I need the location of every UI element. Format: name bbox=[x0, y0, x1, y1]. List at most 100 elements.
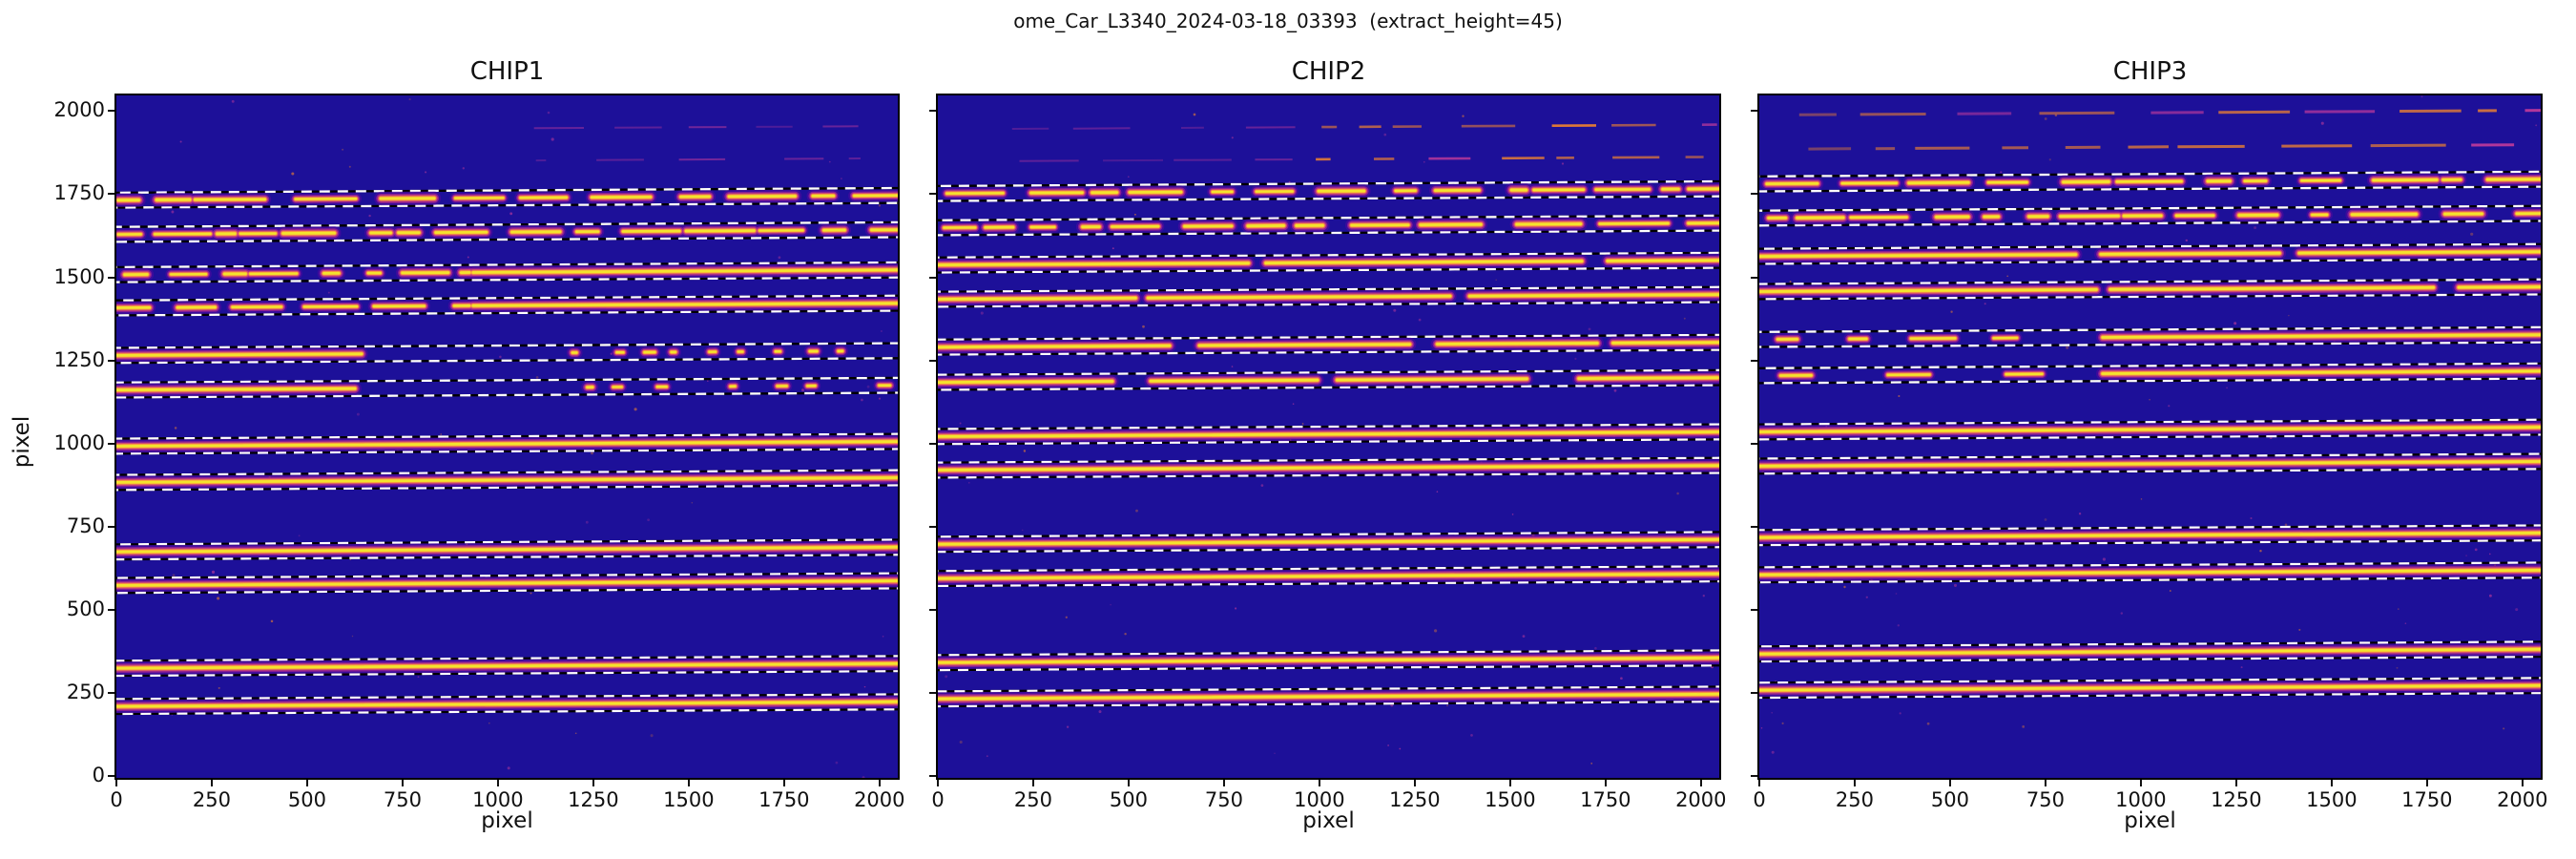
extraction-boundary-line bbox=[1759, 377, 2541, 385]
trace-segment bbox=[471, 302, 898, 307]
panel-chip2 bbox=[936, 94, 1721, 780]
x-tick-label: 0 bbox=[1753, 788, 1766, 811]
x-tick-label: 1500 bbox=[2306, 788, 2358, 811]
x-tick-label: 2000 bbox=[1675, 788, 1727, 811]
extraction-boundary-line bbox=[116, 484, 898, 492]
extraction-boundary-line bbox=[116, 201, 898, 209]
x-tick-label: 1000 bbox=[2115, 788, 2167, 811]
extraction-boundary-line bbox=[1759, 242, 2541, 250]
extraction-boundary-line bbox=[1759, 258, 2541, 265]
extraction-boundary-line bbox=[1759, 640, 2541, 648]
extraction-boundary-line bbox=[1759, 293, 2541, 301]
x-tick-label: 1750 bbox=[2401, 788, 2453, 811]
trace-segment bbox=[938, 537, 1719, 546]
x-tick-mark bbox=[2044, 780, 2046, 786]
trace-segment bbox=[2370, 143, 2446, 148]
trace-segment bbox=[938, 380, 1114, 384]
extraction-boundary-line bbox=[116, 309, 898, 317]
x-tick-label: 1750 bbox=[1580, 788, 1631, 811]
y-tick-label: 1250 bbox=[53, 347, 105, 371]
y-tick-mark bbox=[1751, 442, 1757, 445]
trace-segment bbox=[938, 262, 1250, 266]
trace-segment bbox=[1149, 378, 1319, 383]
x-tick-mark bbox=[115, 780, 117, 786]
trace-segment bbox=[116, 387, 357, 391]
spectral-order bbox=[938, 423, 1719, 446]
y-tick-mark bbox=[929, 525, 936, 528]
extraction-boundary-line bbox=[938, 685, 1719, 693]
extraction-boundary-line bbox=[1759, 325, 2541, 333]
extraction-boundary-line bbox=[116, 186, 898, 195]
x-tick-label: 1750 bbox=[758, 788, 810, 811]
x-tick-label: 1250 bbox=[2211, 788, 2262, 811]
x-tick-label: 250 bbox=[192, 788, 232, 811]
x-tick-mark bbox=[2521, 780, 2524, 786]
extraction-boundary-line bbox=[116, 448, 898, 455]
trace-segment bbox=[1759, 426, 2541, 433]
trace-segment bbox=[1197, 343, 1411, 347]
extraction-boundary-line bbox=[116, 391, 898, 399]
extraction-boundary-line bbox=[116, 357, 898, 365]
spectral-order bbox=[116, 693, 898, 716]
panel-chip3 bbox=[1757, 94, 2543, 780]
extraction-boundary-line bbox=[1759, 524, 2541, 532]
spectral-order bbox=[1759, 677, 2541, 700]
trace-segment bbox=[1759, 569, 2541, 576]
trace-segment bbox=[116, 700, 898, 708]
trace-segment bbox=[2101, 369, 2541, 375]
x-tick-mark bbox=[1699, 780, 1702, 786]
x-tick-label: 0 bbox=[931, 788, 945, 811]
extraction-boundary-line bbox=[116, 655, 898, 662]
extraction-boundary-line bbox=[116, 276, 898, 283]
extraction-boundary-line bbox=[116, 708, 898, 716]
spectral-order bbox=[1759, 561, 2541, 584]
spectral-order bbox=[1759, 524, 2541, 547]
y-tick-label: 750 bbox=[66, 513, 105, 537]
spectral-order bbox=[116, 186, 898, 209]
x-tick-mark bbox=[782, 780, 785, 786]
trace-segment bbox=[2297, 250, 2541, 255]
extraction-boundary-line bbox=[116, 432, 898, 440]
extraction-boundary-line bbox=[938, 438, 1719, 446]
extraction-boundary-line bbox=[1759, 418, 2541, 426]
x-tick-label: 500 bbox=[1109, 788, 1148, 811]
extraction-boundary-line bbox=[1759, 539, 2541, 547]
x-axis-label-chip2: pixel bbox=[1302, 808, 1355, 833]
extraction-boundary-line bbox=[116, 469, 898, 476]
spectral-order bbox=[938, 531, 1719, 554]
y-tick-mark bbox=[929, 691, 936, 694]
trace-segment bbox=[116, 579, 898, 587]
x-tick-label: 500 bbox=[287, 788, 326, 811]
trace-segment bbox=[1759, 683, 2541, 692]
x-axis-label-chip3: pixel bbox=[2124, 808, 2176, 833]
y-tick-mark bbox=[1751, 110, 1757, 113]
extraction-boundary-line bbox=[938, 333, 1719, 341]
extraction-boundary-line bbox=[938, 565, 1719, 573]
x-tick-label: 750 bbox=[383, 788, 422, 811]
extraction-boundary-line bbox=[1759, 468, 2541, 475]
x-tick-mark bbox=[1413, 780, 1416, 786]
extraction-boundary-line bbox=[1759, 561, 2541, 569]
extraction-boundary-line bbox=[938, 471, 1719, 479]
spectral-order bbox=[116, 220, 898, 243]
spectral-order bbox=[116, 572, 898, 595]
y-tick-mark bbox=[929, 608, 936, 611]
trace-segment bbox=[1611, 341, 1719, 345]
x-tick-label: 2000 bbox=[854, 788, 905, 811]
extraction-boundary-line bbox=[1759, 204, 2541, 212]
trace-segment bbox=[938, 692, 1719, 701]
y-tick-mark bbox=[929, 110, 936, 113]
trace-segment bbox=[1264, 260, 1584, 264]
faint-order-trace bbox=[1011, 123, 1717, 130]
trace-segment bbox=[1468, 293, 1719, 298]
extraction-boundary-line bbox=[116, 693, 898, 701]
extraction-boundary-line bbox=[938, 423, 1719, 430]
panel-chip1-image bbox=[116, 98, 898, 778]
spectral-order bbox=[1759, 242, 2541, 265]
x-tick-label: 1250 bbox=[568, 788, 619, 811]
extraction-boundary-line bbox=[116, 342, 898, 349]
x-tick-mark bbox=[1031, 780, 1034, 786]
y-tick-mark bbox=[929, 359, 936, 362]
y-tick-label: 1750 bbox=[53, 181, 105, 205]
